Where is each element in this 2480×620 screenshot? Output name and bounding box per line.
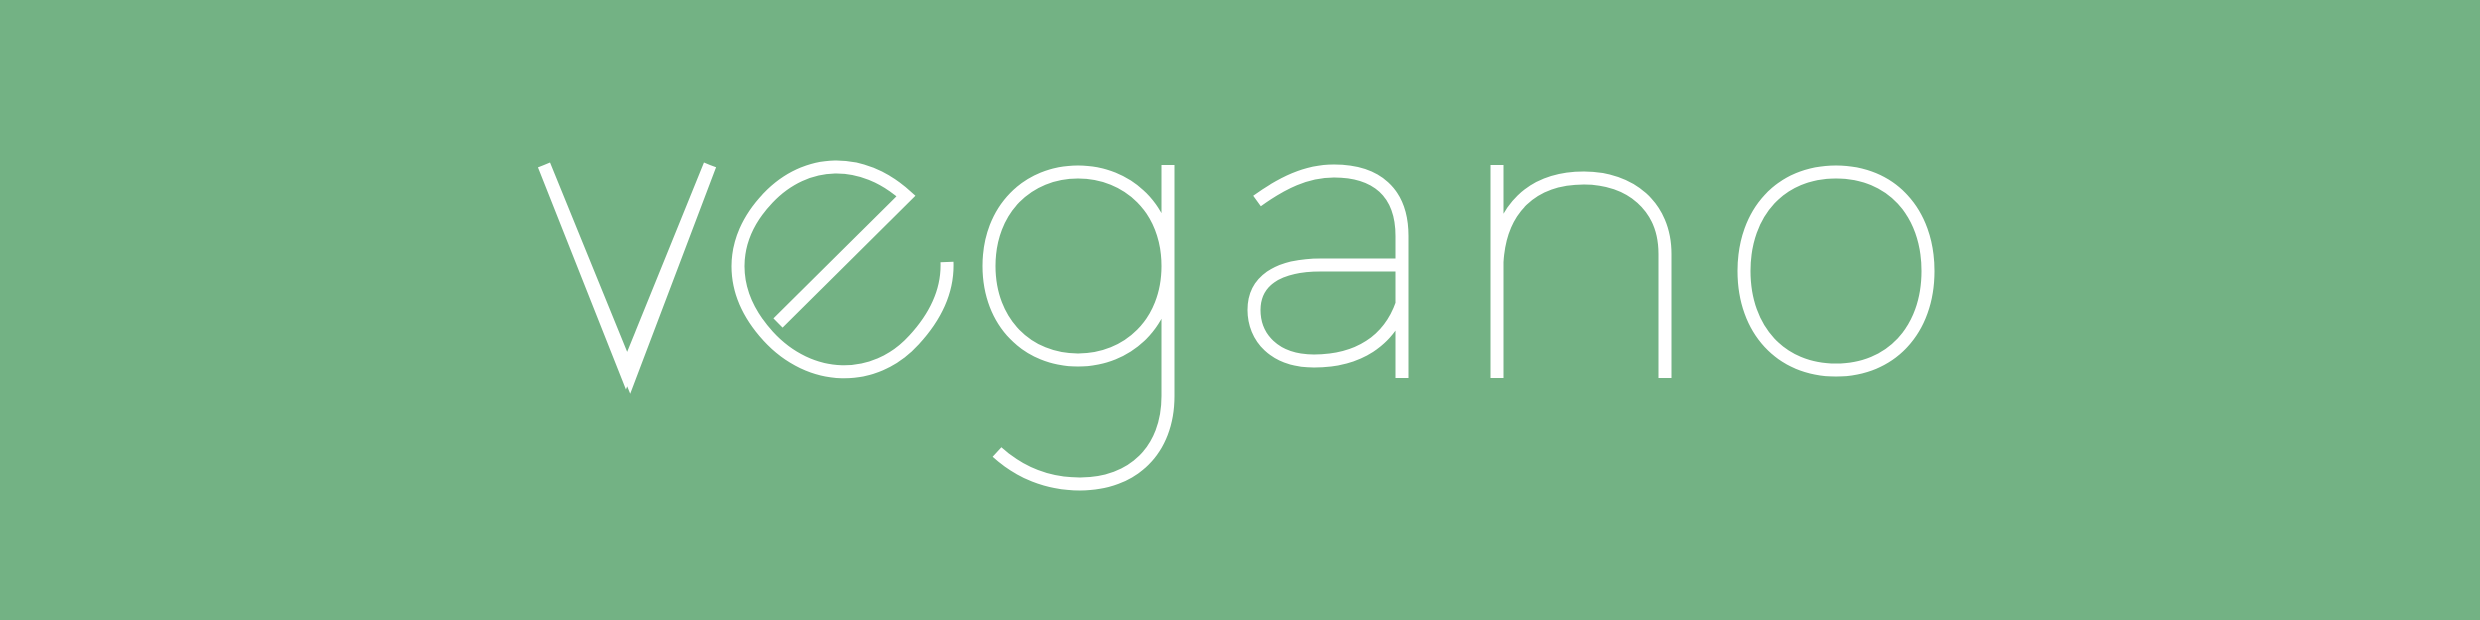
logo-letter-g	[982, 165, 1175, 491]
logo-letter-e	[731, 160, 954, 379]
logo-letter-v	[537, 162, 717, 394]
logo-letter-o	[1737, 165, 1935, 377]
logo-letter-n	[1490, 165, 1672, 378]
logo-letter-a	[1247, 164, 1409, 378]
